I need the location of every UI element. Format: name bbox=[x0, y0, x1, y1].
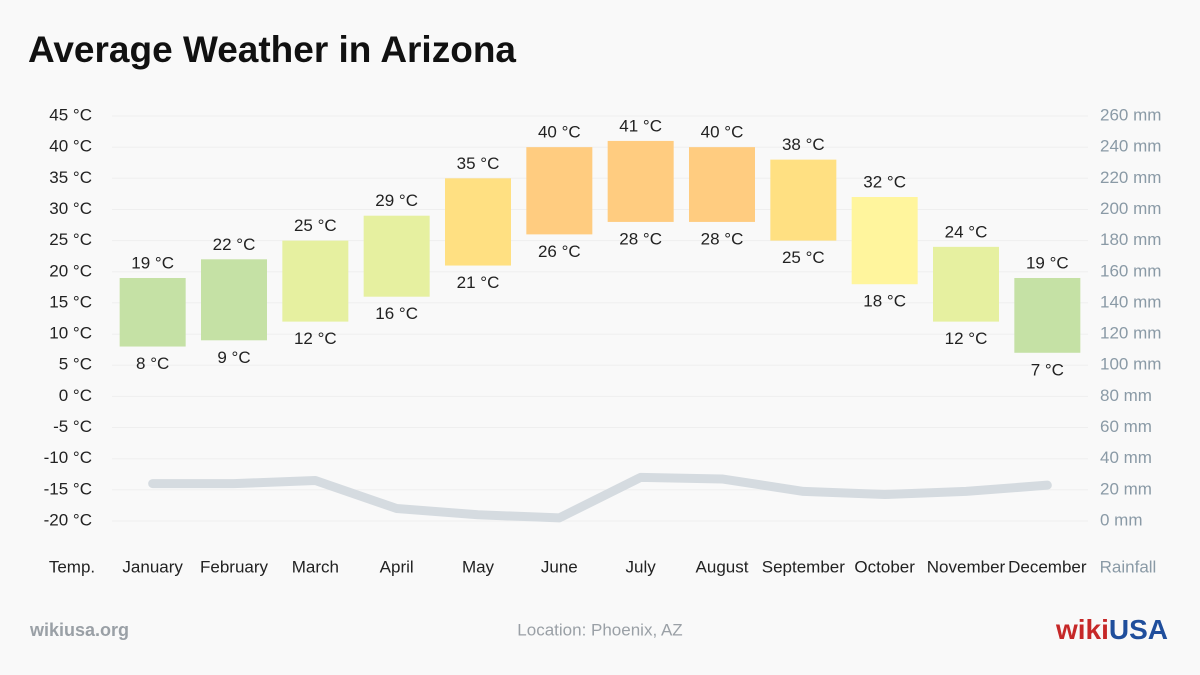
temperature-bar bbox=[607, 140, 674, 222]
x-tick-label: November bbox=[927, 557, 1006, 576]
temperature-bar bbox=[689, 147, 755, 222]
temperature-bar bbox=[526, 147, 593, 235]
y-tick-label: 15 °C bbox=[49, 292, 92, 311]
temperature-bar bbox=[851, 197, 918, 285]
high-label: 32 °C bbox=[863, 172, 906, 191]
x-tick-label: January bbox=[122, 557, 183, 576]
y2-tick-label: 140 mm bbox=[1100, 292, 1161, 311]
x-tick-label: July bbox=[626, 557, 657, 576]
high-label: 25 °C bbox=[294, 216, 337, 235]
y-tick-label: 20 °C bbox=[49, 261, 92, 280]
y2-tick-label: 260 mm bbox=[1100, 105, 1161, 124]
y-tick-label: 10 °C bbox=[49, 324, 92, 343]
y2-axis-label: Rainfall bbox=[1100, 557, 1157, 576]
x-tick-label: May bbox=[462, 557, 495, 576]
y2-tick-label: 220 mm bbox=[1100, 168, 1161, 187]
y-tick-label: 0 °C bbox=[59, 386, 92, 405]
x-tick-label: August bbox=[696, 557, 749, 576]
y2-tick-label: 100 mm bbox=[1100, 355, 1161, 374]
y-tick-label: -15 °C bbox=[44, 479, 92, 498]
high-label: 29 °C bbox=[375, 191, 418, 210]
location: Location: Phoenix, AZ bbox=[517, 620, 682, 639]
y-tick-label: 45 °C bbox=[49, 105, 92, 124]
high-label: 38 °C bbox=[782, 135, 825, 154]
x-tick-label: March bbox=[292, 557, 339, 576]
y-tick-label: 40 °C bbox=[49, 137, 92, 156]
temperature-bar bbox=[119, 278, 186, 347]
site-name: wikiusa.org bbox=[29, 620, 129, 640]
low-label: 26 °C bbox=[538, 242, 581, 261]
y2-tick-label: 200 mm bbox=[1100, 199, 1161, 218]
y2-tick-label: 0 mm bbox=[1100, 510, 1143, 529]
low-label: 28 °C bbox=[619, 229, 662, 248]
y2-tick-label: 60 mm bbox=[1100, 417, 1152, 436]
temperature-bar bbox=[282, 240, 349, 322]
logo-usa: USA bbox=[1109, 614, 1168, 645]
y-tick-label: -10 °C bbox=[44, 448, 92, 467]
temperature-bar bbox=[770, 159, 837, 241]
y2-tick-label: 160 mm bbox=[1100, 261, 1161, 280]
y-tick-label: 35 °C bbox=[49, 168, 92, 187]
low-label: 16 °C bbox=[375, 304, 418, 323]
y2-tick-label: 180 mm bbox=[1100, 230, 1161, 249]
y2-tick-label: 80 mm bbox=[1100, 386, 1152, 405]
y2-tick-label: 20 mm bbox=[1100, 479, 1152, 498]
temperature-bar bbox=[201, 259, 267, 341]
y2-tick-label: 120 mm bbox=[1100, 324, 1161, 343]
low-label: 12 °C bbox=[294, 329, 337, 348]
high-label: 40 °C bbox=[538, 123, 581, 142]
y2-tick-label: 240 mm bbox=[1100, 137, 1161, 156]
y-tick-label: -20 °C bbox=[44, 510, 92, 529]
y-tick-label: 25 °C bbox=[49, 230, 92, 249]
low-label: 28 °C bbox=[701, 229, 744, 248]
x-tick-label: September bbox=[762, 557, 845, 576]
x-tick-label: April bbox=[380, 557, 414, 576]
y2-tick-label: 40 mm bbox=[1100, 448, 1152, 467]
temperature-bar bbox=[363, 215, 430, 297]
rainfall-line bbox=[148, 472, 1052, 523]
x-tick-label: October bbox=[854, 557, 915, 576]
x-tick-label: June bbox=[541, 557, 578, 576]
high-label: 19 °C bbox=[1026, 253, 1069, 272]
logo: wikiUSA bbox=[1055, 614, 1168, 645]
temperature-bar bbox=[933, 246, 999, 322]
y-axis-label: Temp. bbox=[49, 557, 95, 576]
high-label: 19 °C bbox=[131, 253, 174, 272]
high-label: 22 °C bbox=[213, 235, 256, 254]
low-label: 8 °C bbox=[136, 354, 169, 373]
chart-title: Average Weather in Arizona bbox=[28, 29, 516, 70]
temperature-bar bbox=[1014, 278, 1081, 353]
low-label: 12 °C bbox=[945, 329, 988, 348]
logo-wiki: wiki bbox=[1055, 614, 1109, 645]
high-label: 24 °C bbox=[945, 222, 988, 241]
low-label: 21 °C bbox=[457, 273, 500, 292]
temperature-bar bbox=[445, 178, 511, 266]
high-label: 35 °C bbox=[457, 154, 500, 173]
low-label: 9 °C bbox=[217, 348, 250, 367]
grid bbox=[112, 115, 1088, 522]
x-tick-label: December bbox=[1008, 557, 1087, 576]
low-label: 18 °C bbox=[863, 292, 906, 311]
y-tick-label: 5 °C bbox=[59, 355, 92, 374]
y-tick-label: 30 °C bbox=[49, 199, 92, 218]
high-label: 40 °C bbox=[701, 123, 744, 142]
high-label: 41 °C bbox=[619, 116, 662, 135]
x-tick-label: February bbox=[200, 557, 269, 576]
low-label: 7 °C bbox=[1031, 360, 1064, 379]
y-tick-label: -5 °C bbox=[53, 417, 92, 436]
marks bbox=[119, 140, 1081, 523]
low-label: 25 °C bbox=[782, 248, 825, 267]
